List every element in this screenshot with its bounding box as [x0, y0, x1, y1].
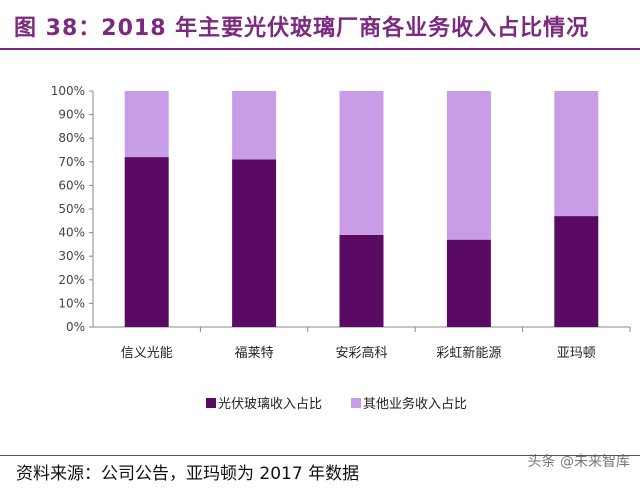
- bar-segment-other: [554, 91, 599, 217]
- stacked-bar-chart: 0% 10% 20% 30% 40% 50% 60% 70% 80% 90% 100% 信义光能 福莱特…: [51, 84, 631, 412]
- source-note: 资料来源：公司公告，亚玛顿为 2017 年数据: [16, 464, 360, 484]
- y-tick-label: 40%: [58, 226, 85, 240]
- y-tick-label: 50%: [58, 202, 85, 216]
- y-tick-label: 10%: [58, 296, 85, 310]
- y-tick-label: 100%: [51, 84, 85, 98]
- bar-segment-other: [446, 91, 491, 240]
- bar-segment-pv-glass: [554, 216, 599, 327]
- y-tick-label: 80%: [58, 131, 85, 145]
- y-tick-label: 60%: [58, 178, 85, 192]
- y-tick-label: 20%: [58, 273, 85, 287]
- title-divider: [0, 48, 640, 50]
- y-tick-label: 30%: [58, 249, 85, 263]
- x-category-label: 亚玛顿: [557, 346, 596, 361]
- x-category-label: 安彩高科: [335, 345, 387, 361]
- y-tick-label: 90%: [58, 108, 85, 122]
- watermark: 头条 @未来智库: [527, 454, 630, 470]
- x-category-label: 福莱特: [235, 346, 274, 361]
- y-tick-label: 0%: [66, 320, 85, 334]
- legend-label: 光伏玻璃收入占比: [218, 397, 322, 412]
- bar-segment-other: [124, 91, 169, 158]
- y-tick-label: 70%: [58, 155, 85, 169]
- source-divider: [0, 455, 640, 456]
- bar-segment-pv-glass: [124, 157, 169, 327]
- x-category-label: 彩虹新能源: [436, 345, 501, 361]
- chart-title: 图 38：2018 年主要光伏玻璃厂商各业务收入占比情况: [14, 16, 590, 41]
- bar-segment-other: [232, 91, 277, 160]
- legend-swatch: [206, 398, 216, 408]
- x-category-label: 信义光能: [121, 346, 173, 361]
- bar-segment-other: [339, 91, 384, 235]
- bar-segment-pv-glass: [339, 234, 384, 327]
- bar-segment-pv-glass: [446, 239, 491, 327]
- legend-swatch: [351, 398, 361, 408]
- bar-segment-pv-glass: [232, 159, 277, 327]
- legend-label: 其他业务收入占比: [363, 396, 467, 412]
